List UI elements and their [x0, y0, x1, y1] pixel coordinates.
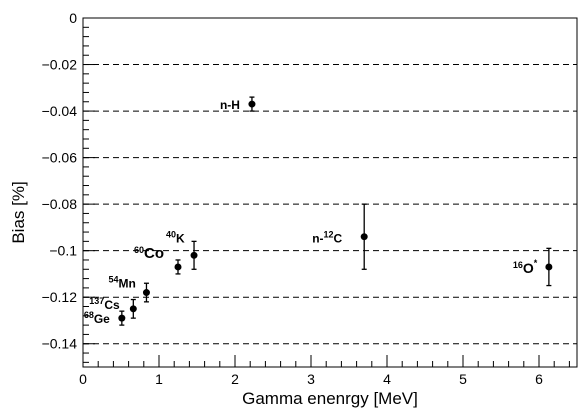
marker — [129, 305, 137, 313]
data-point: n-12C — [312, 203, 368, 270]
data-point: 40K — [166, 229, 198, 270]
point-label: 16O* — [513, 258, 538, 276]
marker — [190, 251, 198, 259]
x-tick-label: 3 — [307, 371, 315, 387]
point-label: 60Co — [134, 245, 164, 262]
y-tick-label: −0.1 — [49, 243, 77, 259]
x-tick-label: 1 — [155, 371, 163, 387]
point-label: n-H — [220, 98, 240, 112]
marker — [118, 314, 126, 322]
axis-ticks — [82, 17, 570, 367]
marker — [248, 100, 256, 108]
x-tick-label: 0 — [79, 371, 87, 387]
data-point: 137Cs — [89, 296, 137, 319]
point-label: 137Cs — [89, 296, 120, 312]
y-tick-label: −0.12 — [42, 289, 78, 305]
plot-frame — [82, 17, 578, 368]
x-tick-label: 6 — [535, 371, 543, 387]
point-label: 68Ge — [84, 310, 110, 326]
point-label: 54Mn — [108, 275, 135, 291]
grid-lines — [83, 64, 577, 345]
data-point: 60Co — [134, 245, 182, 275]
marker — [174, 263, 182, 271]
data-point: n-H — [220, 96, 256, 112]
y-tick-label: −0.06 — [42, 150, 78, 166]
y-tick-label: 0 — [69, 10, 77, 26]
x-tick-label: 4 — [383, 371, 391, 387]
point-label: 40K — [166, 229, 185, 245]
data-point: 68Ge — [84, 310, 126, 326]
data-point: 54Mn — [108, 275, 150, 303]
marker — [545, 263, 553, 271]
y-axis-title: Bias [%] — [9, 181, 28, 243]
x-tick-label: 2 — [231, 371, 239, 387]
y-tick-label: −0.04 — [42, 103, 78, 119]
y-tick-label: −0.14 — [42, 336, 78, 352]
x-axis-title: Gamma enenrgy [MeV] — [242, 389, 418, 408]
y-tick-label: −0.02 — [42, 57, 78, 73]
point-label: n-12C — [312, 230, 342, 246]
marker — [360, 233, 368, 241]
y-tick-label: −0.08 — [42, 196, 78, 212]
x-tick-label: 5 — [459, 371, 467, 387]
data-point: 16O* — [513, 247, 553, 287]
marker — [142, 289, 150, 297]
tick-labels: 0 −0.02 −0.04 −0.06 −0.08 −0.1 −0.12 −0.14 0 1 2 3 4… — [42, 10, 544, 387]
